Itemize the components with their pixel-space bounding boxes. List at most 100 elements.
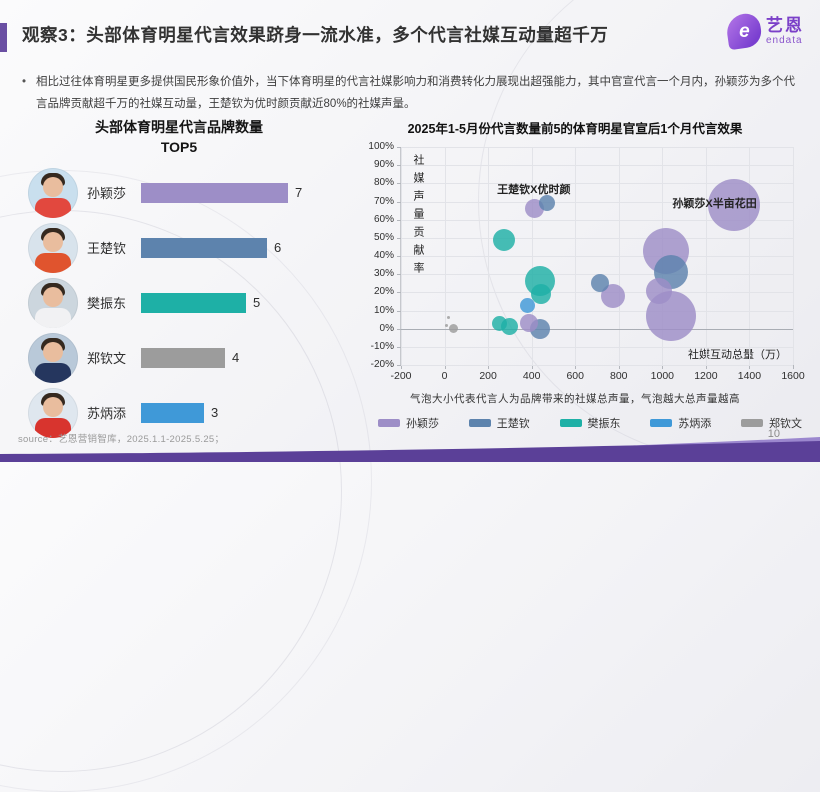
bubble-郑钦文 xyxy=(446,316,450,320)
brand-logo: e 艺恩 endata xyxy=(724,11,804,51)
bubble-郑钦文 xyxy=(448,324,458,334)
bar-chart-title-line2: TOP5 xyxy=(160,138,198,155)
y-tick-label: 40% xyxy=(373,250,394,261)
legend-swatch xyxy=(741,419,763,427)
y-tick-label: 0% xyxy=(379,322,394,334)
endata-logo-icon: e xyxy=(724,11,764,51)
y-tick-mark xyxy=(397,292,401,294)
avatar-head xyxy=(43,396,63,417)
y-tick-label: 90% xyxy=(373,159,394,171)
gridline-horizontal xyxy=(401,292,793,294)
bar-chart: 头部体育明星代言品牌数量 TOP5 孙颖莎 7 王楚钦 6 樊振东 5 郑钦文 4 苏炳添 3 xyxy=(28,118,330,440)
avatar-head xyxy=(43,286,63,307)
bar-category-label: 孙颖莎 xyxy=(87,186,127,202)
bar-row: 郑钦文 4 xyxy=(28,330,330,385)
page-number: 10 xyxy=(767,428,780,440)
x-tick-mark xyxy=(618,365,620,369)
avatar-jersey xyxy=(35,307,71,328)
x-tick-mark xyxy=(793,365,794,369)
x-tick-label: 800 xyxy=(610,370,628,382)
bar-row: 苏炳添 3 xyxy=(28,385,330,440)
legend-label: 孙颖莎 xyxy=(406,418,439,430)
x-axis-title: 社媒互动总量（万） xyxy=(688,349,787,361)
gridline-horizontal xyxy=(401,256,793,257)
legend-swatch xyxy=(378,419,400,427)
bubble-annotation: 孙颖莎X半亩花田 xyxy=(672,198,757,211)
gridline-horizontal xyxy=(401,346,793,348)
x-tick-label: 0 xyxy=(441,370,448,382)
bubble-樊振东 xyxy=(493,228,516,251)
source-note: source：艺恩营销智库，2025.1.1-2025.5.25； xyxy=(18,434,225,445)
athlete-avatar xyxy=(28,332,78,383)
bar-segment xyxy=(141,347,225,368)
y-tick-label: 70% xyxy=(373,195,394,207)
legend-label: 郑钦文 xyxy=(769,418,802,430)
legend-item: 郑钦文 xyxy=(741,415,802,431)
y-tick-label: -20% xyxy=(370,359,394,370)
title-accent-bar xyxy=(0,23,7,52)
x-tick-label: 600 xyxy=(566,370,584,382)
y-tick-mark xyxy=(397,201,401,203)
x-tick-mark xyxy=(705,365,707,369)
y-tick-label: -10% xyxy=(370,340,394,352)
y-tick-mark xyxy=(397,219,401,221)
legend-item: 苏炳添 xyxy=(650,415,711,431)
bubble-孙颖莎 xyxy=(708,179,761,232)
athlete-avatar xyxy=(28,387,78,438)
bar-value-label: 4 xyxy=(232,350,240,366)
bubble-plot: 社媒声量贡献率 社媒互动总量（万） -200 0 200 400 600 800 1000 1… xyxy=(368,141,804,382)
x-tick-mark xyxy=(575,365,577,369)
bubble-王楚钦 xyxy=(591,274,610,293)
x-tick-mark xyxy=(749,365,751,369)
legend-item: 王楚钦 xyxy=(468,415,530,431)
gridline-horizontal xyxy=(401,165,793,167)
bar-value-label: 3 xyxy=(211,405,219,421)
x-tick-mark xyxy=(401,365,402,369)
y-tick-mark xyxy=(397,346,401,348)
bar-segment xyxy=(141,402,204,423)
logo-sub-name: endata xyxy=(766,34,803,46)
summary-paragraph: • 相比过往体育明星更多提供国民形象价值外，当下体育明星的代言社媒影响力和消费转… xyxy=(20,72,800,116)
x-tick-mark xyxy=(444,365,446,369)
avatar-head xyxy=(43,176,63,197)
y-tick-mark xyxy=(397,310,401,312)
bar-segment xyxy=(141,292,246,313)
bubble-苏炳添 xyxy=(520,297,536,313)
y-tick-mark xyxy=(397,147,401,148)
bar-category-label: 郑钦文 xyxy=(87,351,127,367)
bar-value-label: 7 xyxy=(295,185,303,201)
x-tick-label: 1000 xyxy=(650,370,675,382)
y-tick-mark xyxy=(397,165,401,167)
gridline-horizontal xyxy=(401,328,793,331)
bubble-size-note: 气泡大小代表代言人为品牌带来的社媒总声量，气泡越大总声量越高 xyxy=(410,393,740,405)
bar-row: 樊振东 5 xyxy=(28,275,330,330)
legend-label: 王楚钦 xyxy=(496,418,530,430)
x-tick-label: 1200 xyxy=(694,370,718,382)
legend-item: 孙颖莎 xyxy=(378,415,439,431)
page-title: 观察3：头部体育明星代言效果跻身一流水准，多个代言社媒互动量超千万 xyxy=(22,25,609,45)
logo-text: 艺恩 endata xyxy=(766,17,804,46)
avatar-jersey xyxy=(35,362,71,383)
athlete-avatar xyxy=(28,167,78,218)
athlete-avatar xyxy=(28,277,78,328)
legend-swatch xyxy=(650,419,673,427)
bar-chart-title-line1: 头部体育明星代言品牌数量 xyxy=(95,119,263,135)
legend-swatch xyxy=(559,419,582,427)
gridline-horizontal xyxy=(401,183,793,185)
gridline-horizontal xyxy=(401,201,793,203)
bubble-郑钦文 xyxy=(444,323,448,327)
y-axis-title: 社媒声量贡献率 xyxy=(412,154,424,280)
bar-category-label: 樊振东 xyxy=(87,296,127,312)
bar-category-label: 王楚钦 xyxy=(87,241,127,257)
avatar-jersey xyxy=(35,417,71,438)
bar-segment xyxy=(141,237,267,258)
x-tick-label: 400 xyxy=(522,370,541,382)
footer-wave-decoration xyxy=(0,437,820,462)
y-tick-label: 30% xyxy=(373,268,394,280)
bubble-chart-title: 2025年1-5月份代言数量前5的体育明星官宣后1个月代言效果 xyxy=(407,122,743,136)
gridline-horizontal xyxy=(401,147,793,148)
bullet-marker: • xyxy=(22,76,27,88)
bubble-孙颖莎 xyxy=(646,277,673,304)
x-tick-mark xyxy=(662,365,664,369)
bubble-王楚钦 xyxy=(538,195,555,212)
